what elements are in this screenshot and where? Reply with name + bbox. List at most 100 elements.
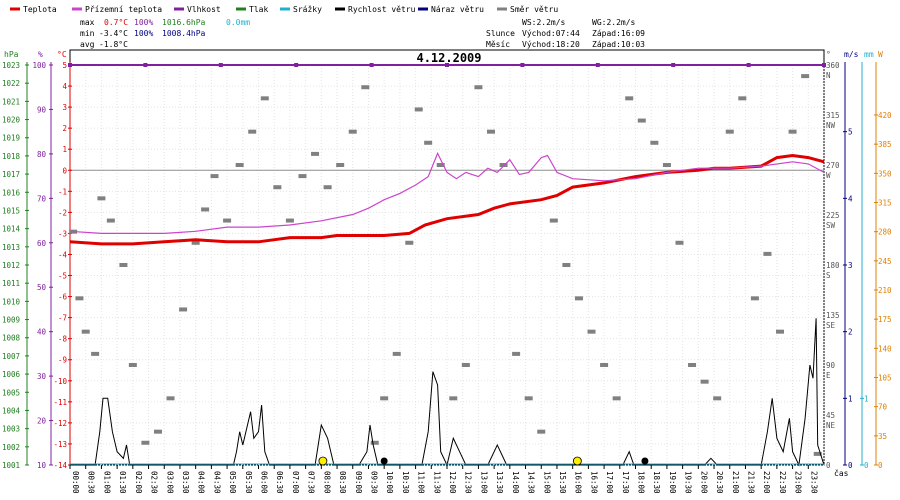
- wind-direction-mark: [179, 307, 188, 312]
- wind-gust-info: WG:2.2m/s: [592, 18, 636, 27]
- unit-degc: °C: [57, 50, 67, 59]
- wind-direction-mark: [235, 163, 244, 167]
- x-tick-label: 18:30: [652, 471, 661, 494]
- solar-tick-label: 175: [878, 315, 892, 324]
- wind-direction-mark: [311, 151, 320, 156]
- stat-min-pressure: 1008.4hPa: [162, 29, 206, 38]
- humidity-marker: [822, 63, 826, 67]
- moon-rise: Východ:18:20: [522, 40, 580, 49]
- solar-tick-label: 70: [878, 403, 888, 412]
- wind-direction-mark: [537, 429, 546, 434]
- temp-tick-label: 4: [62, 82, 67, 91]
- humidity-marker: [369, 63, 374, 67]
- temp-tick-label: -8: [58, 335, 68, 344]
- temp-tick-label: -14: [53, 461, 67, 470]
- pressure-tick-label: 1016: [2, 188, 21, 197]
- wind-direction-mark: [414, 107, 423, 112]
- wind-direction-mark: [725, 129, 734, 134]
- chart-title: 4.12.2009: [416, 51, 481, 65]
- temp-tick-label: -6: [58, 293, 68, 302]
- legend-label-4: Srážky: [293, 5, 322, 14]
- ground-temperature-line: [69, 151, 825, 234]
- wind-tick-label: 2: [848, 328, 853, 337]
- solar-tick-label: 385: [878, 140, 892, 149]
- moon-marker-icon: [641, 457, 649, 465]
- x-tick-label: 04:30: [212, 471, 221, 494]
- x-tick-label: 18:00: [637, 471, 646, 494]
- sun-set: Západ:16:09: [592, 29, 645, 38]
- unit-w: W: [878, 50, 883, 59]
- wind-direction-mark: [361, 85, 370, 90]
- unit-ms: m/s: [844, 50, 859, 59]
- x-tick-label: 22:30: [778, 471, 787, 494]
- x-tick-label: 20:30: [715, 471, 724, 494]
- humidity-marker: [746, 63, 751, 67]
- direction-tick-label: 225: [826, 211, 840, 220]
- wind-direction-mark: [223, 218, 232, 223]
- wind-direction-mark: [336, 163, 345, 167]
- pressure-tick-label: 1021: [2, 97, 20, 106]
- wind-direction-mark: [424, 140, 433, 145]
- humidity-marker: [671, 63, 676, 67]
- x-tick-label: 21:30: [746, 471, 755, 494]
- wind-direction-mark: [549, 218, 558, 223]
- solar-tick-label: 105: [878, 374, 892, 383]
- direction-compass-label: N: [826, 71, 831, 80]
- wind-direction-mark: [788, 129, 797, 134]
- wind-direction-mark: [587, 329, 596, 334]
- sun-rise: Východ:07:44: [522, 29, 580, 38]
- wind-tick-label: 5: [848, 128, 853, 137]
- humidity-marker: [520, 63, 525, 67]
- wind-direction-mark: [675, 240, 684, 245]
- wind-direction-mark: [486, 129, 495, 134]
- direction-tick-label: 360: [826, 61, 840, 70]
- unit-time: čas: [834, 468, 849, 478]
- direction-compass-label: E: [826, 371, 831, 380]
- pressure-tick-label: 1003: [2, 425, 20, 434]
- solar-tick-label: 350: [878, 169, 892, 178]
- x-tick-label: 22:00: [762, 471, 771, 494]
- humidity-marker: [445, 63, 449, 67]
- x-tick-label: 05:30: [244, 471, 253, 494]
- humidity-marker: [294, 63, 299, 67]
- stat-max-temp: 0.7°C: [104, 18, 128, 27]
- humidity-marker: [143, 63, 148, 67]
- wind-direction-mark: [776, 329, 785, 334]
- solar-tick-label: 35: [878, 432, 887, 441]
- wind-direction-mark: [153, 429, 162, 434]
- wind-direction-mark: [650, 140, 659, 145]
- wind-direction-mark: [738, 96, 747, 101]
- direction-tick-label: 315: [826, 111, 840, 120]
- x-tick-label: 12:30: [464, 471, 473, 494]
- wind-direction-mark: [201, 207, 210, 212]
- unit-hpa: hPa: [4, 50, 19, 59]
- astro-markers: [318, 456, 649, 466]
- pressure-tick-label: 1018: [2, 152, 21, 161]
- x-tick-label: 17:30: [621, 471, 630, 494]
- pressure-tick-label: 1008: [2, 334, 21, 343]
- x-tick-label: 07:30: [307, 471, 316, 494]
- left-axes: 1023102210211020101910181017101610151014…: [2, 61, 72, 470]
- solar-tick-label: 280: [878, 228, 892, 237]
- wind-direction-mark: [380, 396, 389, 401]
- wind-direction-mark: [512, 351, 521, 356]
- x-tick-label: 15:30: [558, 471, 567, 494]
- x-tick-label: 14:30: [527, 471, 536, 494]
- wind-direction-mark: [348, 129, 357, 134]
- direction-compass-label: SW: [826, 221, 836, 230]
- wind-direction-mark: [750, 296, 759, 301]
- wind-direction-marks: [69, 74, 822, 456]
- temp-tick-label: -12: [53, 419, 67, 428]
- temp-tick-label: -11: [53, 398, 67, 407]
- chart-legend: Teplota Přízemní teplota Vlhkost Tlak Srážky…: [10, 5, 558, 14]
- pressure-tick-label: 1006: [2, 370, 21, 379]
- stat-min-humidity: 100%: [134, 29, 153, 38]
- wind-direction-mark: [298, 174, 307, 179]
- wind-direction-mark: [191, 240, 200, 245]
- humidity-tick-label: 80: [37, 150, 47, 159]
- wind-direction-mark: [97, 196, 106, 201]
- pressure-tick-label: 1009: [2, 316, 20, 325]
- direction-tick-label: 180: [826, 261, 840, 270]
- wind-direction-mark: [91, 351, 100, 356]
